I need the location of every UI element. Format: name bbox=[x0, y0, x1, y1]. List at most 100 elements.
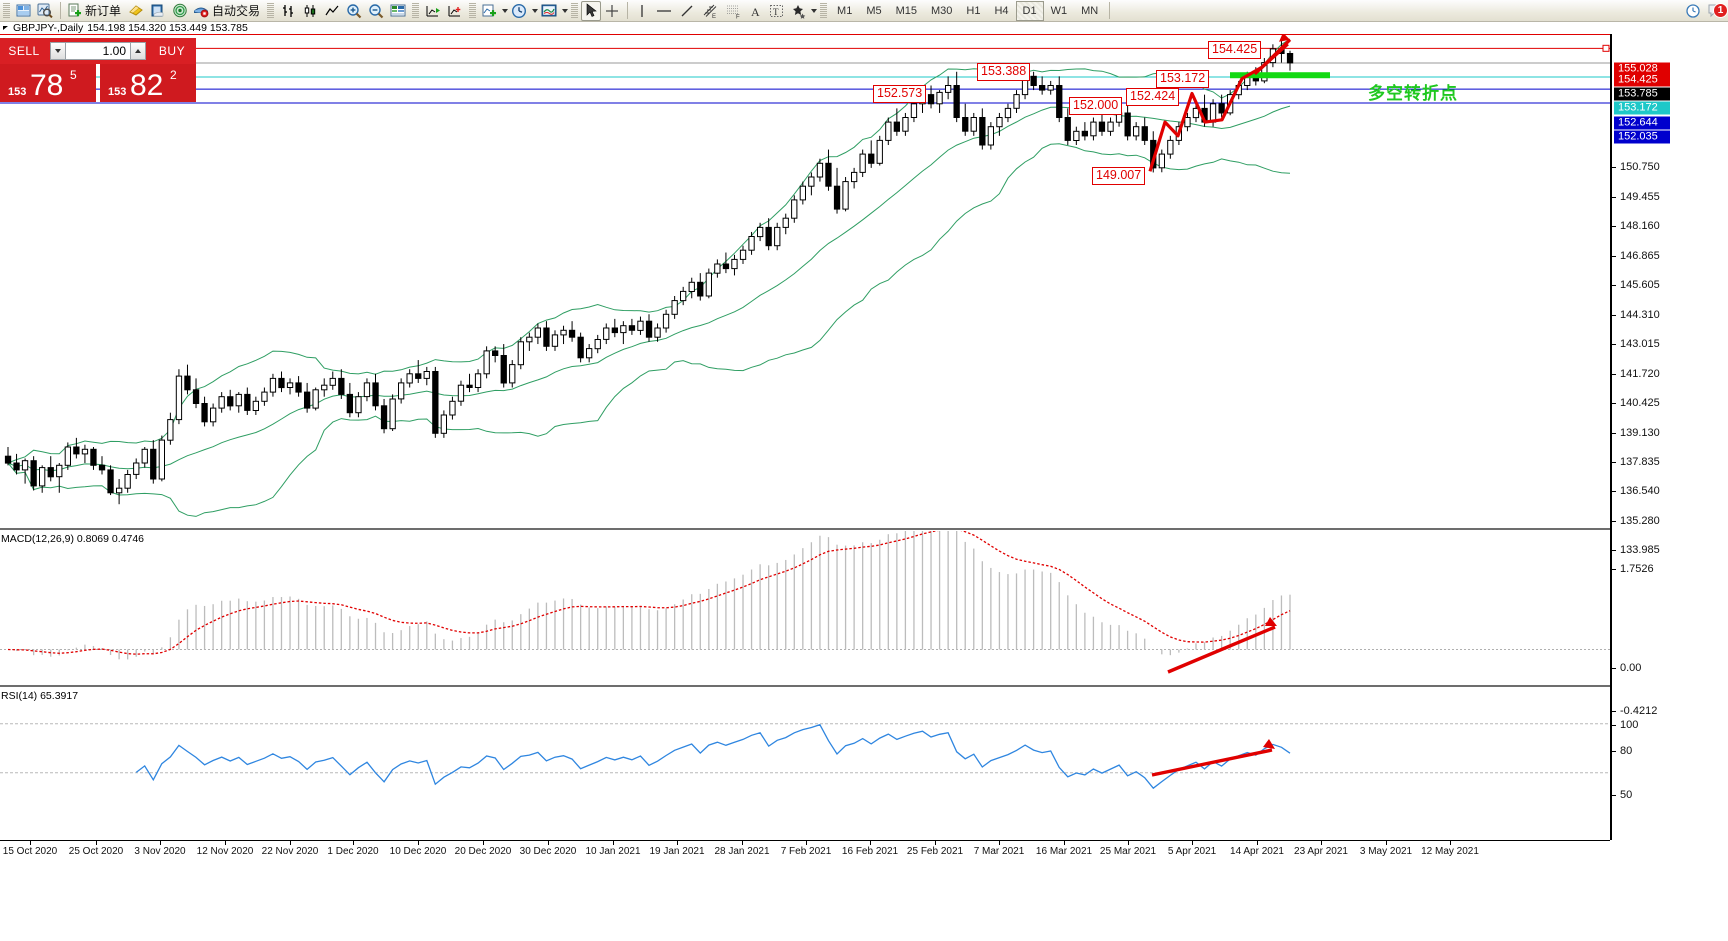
sell-big-figure: 153 bbox=[8, 86, 27, 98]
expert-advisors-icon[interactable] bbox=[125, 1, 147, 21]
toolbar-grip-6[interactable] bbox=[820, 2, 828, 19]
price-tick-133985: 133.985 bbox=[1620, 544, 1660, 556]
timeframe-m30[interactable]: M30 bbox=[931, 4, 953, 17]
periods-icon[interactable] bbox=[508, 1, 530, 21]
time-tick bbox=[999, 841, 1000, 845]
rsi-tick-100: 100 bbox=[1620, 719, 1639, 731]
volume-input[interactable]: 1.00 bbox=[66, 42, 130, 60]
price-tick-137835: 137.835 bbox=[1620, 456, 1660, 468]
time-tick bbox=[160, 841, 161, 845]
price-tick-141720: 141.720 bbox=[1620, 368, 1660, 380]
axis-corner bbox=[1610, 840, 1728, 941]
price-chip-152644[interactable]: 152.644 bbox=[1614, 116, 1670, 130]
timeframe-mn[interactable]: MN bbox=[1081, 4, 1099, 17]
annotation-149007: 149.007 bbox=[1092, 167, 1146, 185]
price-chip-152035[interactable]: 152.035 bbox=[1614, 130, 1670, 144]
price-scale[interactable]: 155.028 154.425 153.785 153.172 152.644 152.0… bbox=[1610, 34, 1728, 870]
volume-decrease-button[interactable] bbox=[50, 42, 66, 60]
vertical-line-tool[interactable] bbox=[632, 1, 652, 21]
notification-badge[interactable]: 1 bbox=[1704, 1, 1728, 21]
bar-chart-icon[interactable] bbox=[277, 1, 299, 21]
pane-divider-rsi[interactable] bbox=[0, 685, 1610, 687]
price-chart-pane[interactable] bbox=[0, 34, 1610, 518]
auto-scroll-icon[interactable] bbox=[422, 1, 444, 21]
price-axis-line bbox=[1610, 34, 1612, 840]
buy-button[interactable]: BUY bbox=[158, 44, 186, 58]
signals-icon[interactable] bbox=[169, 1, 191, 21]
price-tick-140425: 140.425 bbox=[1620, 397, 1660, 409]
chevron-down-icon-4[interactable] bbox=[811, 8, 818, 13]
history-clock-icon[interactable] bbox=[1682, 1, 1704, 21]
toolbar-grip-2[interactable] bbox=[267, 2, 275, 19]
price-chart-canvas bbox=[0, 34, 1610, 517]
autotrading-button[interactable]: 自动交易 bbox=[191, 1, 264, 21]
sell-button[interactable]: SELL bbox=[8, 44, 40, 58]
macd-pane[interactable] bbox=[0, 531, 1610, 685]
text-label-tool[interactable]: T bbox=[766, 1, 787, 21]
oct-header: SELL 1.00 BUY bbox=[0, 38, 196, 64]
symbol-name: GBPJPY-,Daily bbox=[13, 22, 84, 34]
toolbar-grip[interactable] bbox=[3, 2, 10, 19]
time-label: 28 Jan 2021 bbox=[714, 846, 770, 857]
new-order-button[interactable]: 新订单 bbox=[65, 1, 125, 21]
templates-icon[interactable] bbox=[538, 1, 560, 21]
price-chip-153172[interactable]: 153.172 bbox=[1614, 101, 1670, 115]
equidistant-channel-tool[interactable]: E bbox=[698, 1, 722, 21]
toolbar-grip-4[interactable] bbox=[469, 2, 477, 19]
price-chip-155028[interactable]: 155.028 bbox=[1614, 62, 1670, 76]
chevron-down-icon-3[interactable] bbox=[562, 8, 569, 13]
indicators-icon[interactable] bbox=[479, 1, 500, 21]
price-tick-143015: 143.015 bbox=[1620, 338, 1660, 350]
rsi-tick-80: 80 bbox=[1620, 745, 1633, 757]
chart-shift-icon[interactable] bbox=[444, 1, 466, 21]
rsi-label: RSI(14) 65.3917 bbox=[1, 690, 82, 702]
shapes-tool[interactable] bbox=[787, 1, 809, 21]
timeframe-h1[interactable]: H1 bbox=[966, 4, 981, 17]
volume-increase-button[interactable] bbox=[130, 42, 146, 60]
price-chip-153785[interactable]: 153.785 bbox=[1614, 87, 1670, 101]
sell-price-block[interactable]: 153 78 5 bbox=[0, 64, 96, 102]
new-order-label: 新订单 bbox=[85, 4, 122, 18]
zoom-in-button[interactable] bbox=[343, 1, 365, 21]
timeframe-d1[interactable]: D1 bbox=[1015, 0, 1044, 21]
price-chip-154425[interactable]: 154.425 bbox=[1614, 73, 1670, 87]
timeframe-m1[interactable]: M1 bbox=[837, 4, 853, 17]
mql5-community-icon[interactable] bbox=[147, 1, 169, 21]
macd-label: MACD(12,26,9) 0.8069 0.4746 bbox=[1, 533, 148, 545]
rsi-pane[interactable] bbox=[0, 688, 1610, 840]
annotation-153388: 153.388 bbox=[977, 63, 1031, 81]
data-window-icon[interactable] bbox=[387, 1, 409, 21]
toolbar-grip-3[interactable] bbox=[412, 2, 420, 19]
price-tick-149455: 149.455 bbox=[1620, 191, 1660, 203]
candlestick-chart-icon[interactable] bbox=[299, 1, 321, 21]
trendline-tool[interactable] bbox=[676, 1, 698, 21]
chevron-down-icon-2[interactable] bbox=[532, 8, 539, 13]
timeframe-w1[interactable]: W1 bbox=[1050, 4, 1068, 17]
time-label: 12 Nov 2020 bbox=[196, 846, 254, 857]
main-toolbar[interactable]: 新订单 自动交易 bbox=[0, 0, 1728, 22]
time-axis[interactable]: 15 Oct 2020 25 Oct 2020 3 Nov 2020 12 Nov 2… bbox=[0, 840, 1610, 941]
market-watch-icon[interactable] bbox=[34, 1, 56, 21]
line-chart-icon[interactable] bbox=[321, 1, 343, 21]
chevron-down-icon[interactable] bbox=[502, 8, 509, 13]
text-tool[interactable]: A bbox=[746, 1, 766, 21]
one-click-trading-panel[interactable]: SELL 1.00 BUY 153 78 5 153 82 2 bbox=[0, 38, 196, 102]
timeframe-m5[interactable]: M5 bbox=[866, 4, 882, 17]
fibonacci-retracement-tool[interactable]: F bbox=[722, 1, 746, 21]
timeframe-m15[interactable]: M15 bbox=[895, 4, 917, 17]
toolbar-grip-5[interactable] bbox=[571, 2, 579, 19]
horizontal-line-tool[interactable] bbox=[652, 1, 676, 21]
zoom-out-button[interactable] bbox=[365, 1, 387, 21]
buy-price-block[interactable]: 153 82 2 bbox=[100, 64, 196, 102]
profiles-icon[interactable] bbox=[13, 1, 34, 21]
time-tick bbox=[677, 841, 678, 845]
price-tick-148160: 148.160 bbox=[1620, 220, 1660, 232]
cursor-tool[interactable] bbox=[581, 0, 602, 21]
annotation-153172: 153.172 bbox=[1156, 70, 1210, 88]
timeframe-h4[interactable]: H4 bbox=[994, 4, 1009, 17]
volume-stepper[interactable]: 1.00 bbox=[50, 41, 146, 61]
time-label: 25 Feb 2021 bbox=[906, 846, 964, 857]
crosshair-tool[interactable] bbox=[601, 1, 623, 21]
pane-divider-macd[interactable] bbox=[0, 528, 1610, 530]
time-label: 1 Dec 2020 bbox=[327, 846, 379, 857]
